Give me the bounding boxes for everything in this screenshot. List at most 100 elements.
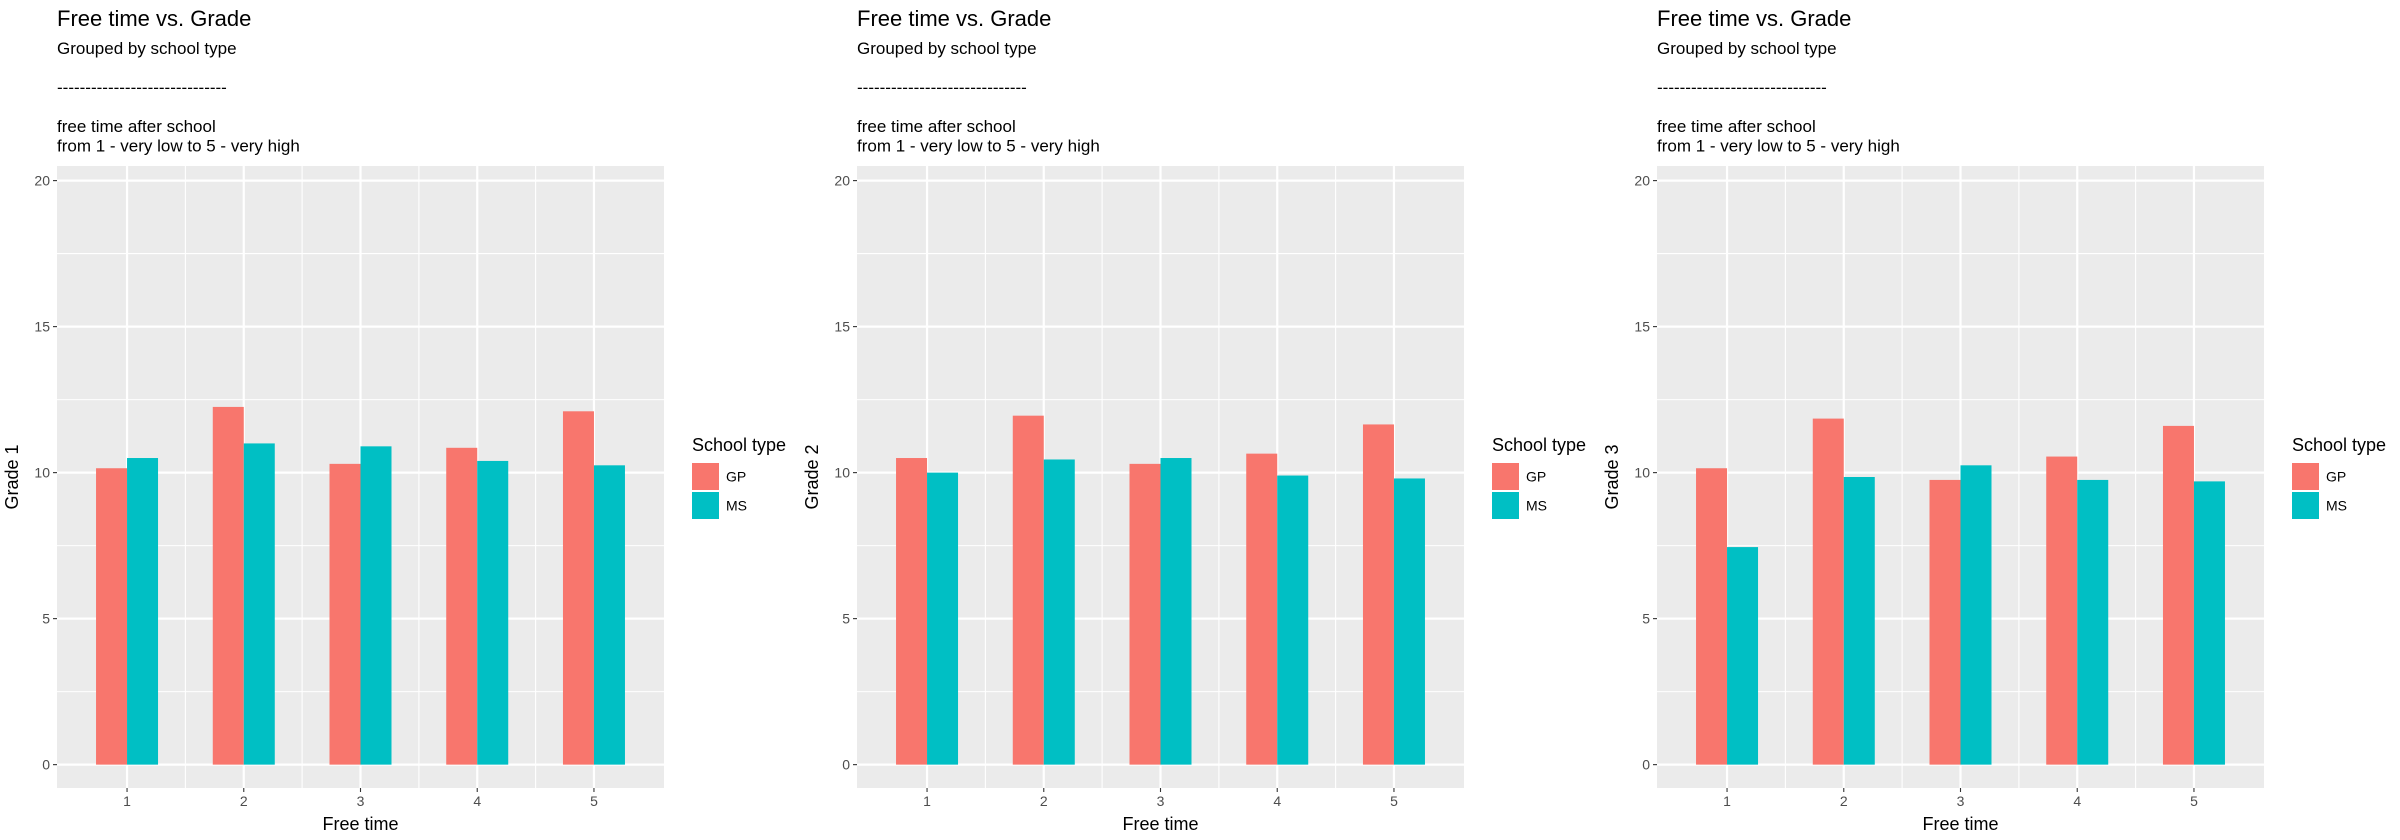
x-tick-label: 4	[2073, 793, 2081, 809]
y-axis-label: Grade 1	[2, 444, 22, 509]
bar-ms-1	[127, 458, 159, 765]
y-axis-label: Grade 2	[802, 444, 822, 509]
bar-gp-1	[896, 458, 928, 765]
y-tick-label: 10	[1634, 465, 1650, 481]
legend-key-ms	[1492, 492, 1519, 519]
bar-gp-5	[562, 411, 594, 765]
bar-ms-5	[2193, 481, 2225, 765]
y-tick-label: 20	[834, 173, 850, 189]
bar-gp-2	[1812, 418, 1844, 765]
y-tick-label: 0	[842, 757, 850, 773]
legend-title: School type	[1492, 435, 1586, 455]
legend-key-gp	[2292, 463, 2319, 490]
bar-ms-5	[593, 465, 625, 765]
chart-title: Free time vs. Grade	[857, 6, 1051, 31]
x-tick-label: 2	[1840, 793, 1848, 809]
y-tick-label: 5	[1642, 611, 1650, 627]
bar-ms-4	[477, 460, 509, 765]
legend-label-ms: MS	[2326, 498, 2347, 514]
bar-gp-3	[1129, 463, 1161, 765]
y-tick-label: 0	[42, 757, 50, 773]
bar-gp-3	[329, 463, 361, 765]
bar-gp-3	[1929, 479, 1961, 765]
chart-subtitle-line: ------------------------------	[57, 78, 227, 97]
legend-label-gp: GP	[1526, 469, 1546, 485]
bar-ms-1	[927, 472, 959, 765]
legend-title: School type	[692, 435, 786, 455]
x-tick-label: 5	[2190, 793, 2198, 809]
chart-subtitle-line: free time after school	[57, 117, 216, 136]
chart-subtitle-line: Grouped by school type	[57, 39, 237, 58]
chart-panel-2: Free time vs. Grade Grouped by school typ…	[800, 0, 1600, 840]
x-tick-label: 3	[1957, 793, 1965, 809]
y-tick-label: 10	[34, 465, 50, 481]
y-axis-label: Grade 3	[1602, 444, 1622, 509]
bar-gp-4	[1246, 453, 1278, 765]
chart-panel-1: Free time vs. Grade Grouped by school typ…	[0, 0, 800, 840]
chart-svg: Free time vs. Grade Grouped by school typ…	[2, 6, 786, 834]
chart-title: Free time vs. Grade	[57, 6, 251, 31]
chart-subtitle-line: Grouped by school type	[857, 39, 1037, 58]
x-tick-label: 1	[1723, 793, 1731, 809]
bar-ms-3	[1160, 458, 1192, 765]
x-tick-label: 4	[473, 793, 481, 809]
chart-subtitle-line: from 1 - very low to 5 - very high	[1657, 137, 1900, 156]
x-tick-label: 2	[1040, 793, 1048, 809]
bar-ms-2	[1843, 477, 1875, 765]
y-tick-label: 15	[34, 319, 50, 335]
chart-subtitle-line: ------------------------------	[1657, 78, 1827, 97]
y-tick-label: 10	[834, 465, 850, 481]
chart-subtitle-line: ------------------------------	[857, 78, 1027, 97]
x-tick-label: 2	[240, 793, 248, 809]
legend-key-gp	[692, 463, 719, 490]
y-tick-label: 0	[1642, 757, 1650, 773]
x-tick-label: 3	[1157, 793, 1165, 809]
y-tick-label: 5	[842, 611, 850, 627]
legend-title: School type	[2292, 435, 2386, 455]
bar-ms-3	[1960, 465, 1992, 765]
legend-label-ms: MS	[1526, 498, 1547, 514]
chart-subtitle-line: free time after school	[1657, 117, 1816, 136]
legend-label-gp: GP	[2326, 469, 2346, 485]
y-tick-label: 5	[42, 611, 50, 627]
chart-subtitle-line: Grouped by school type	[1657, 39, 1837, 58]
legend-key-gp	[1492, 463, 1519, 490]
y-tick-label: 15	[834, 319, 850, 335]
bar-ms-2	[1043, 459, 1075, 765]
x-tick-label: 3	[357, 793, 365, 809]
bar-gp-1	[96, 468, 128, 765]
y-tick-label: 15	[1634, 319, 1650, 335]
bar-gp-4	[2046, 456, 2078, 765]
x-axis-label: Free time	[1922, 814, 1998, 834]
y-tick-label: 20	[1634, 173, 1650, 189]
bar-gp-4	[446, 447, 478, 765]
legend-key-ms	[2292, 492, 2319, 519]
chart-subtitle-line: from 1 - very low to 5 - very high	[57, 137, 300, 156]
chart-panel-3: Free time vs. Grade Grouped by school typ…	[1600, 0, 2400, 840]
legend-key-ms	[692, 492, 719, 519]
x-axis-label: Free time	[1122, 814, 1198, 834]
bar-ms-4	[2077, 479, 2109, 765]
bar-ms-3	[360, 446, 392, 765]
bar-gp-2	[1012, 415, 1044, 765]
legend-label-gp: GP	[726, 469, 746, 485]
bar-gp-5	[2162, 425, 2194, 765]
legend-label-ms: MS	[726, 498, 747, 514]
chart-subtitle-line: from 1 - very low to 5 - very high	[857, 137, 1100, 156]
x-tick-label: 4	[1273, 793, 1281, 809]
x-axis-label: Free time	[322, 814, 398, 834]
x-tick-label: 1	[923, 793, 931, 809]
chart-title: Free time vs. Grade	[1657, 6, 1851, 31]
y-tick-label: 20	[34, 173, 50, 189]
bar-gp-1	[1696, 468, 1728, 765]
bar-ms-5	[1393, 478, 1425, 765]
x-tick-label: 5	[1390, 793, 1398, 809]
x-tick-label: 5	[590, 793, 598, 809]
bar-gp-5	[1362, 424, 1394, 765]
bar-gp-2	[212, 406, 244, 765]
bar-ms-4	[1277, 475, 1309, 765]
chart-svg: Free time vs. Grade Grouped by school typ…	[1602, 6, 2386, 834]
x-tick-label: 1	[123, 793, 131, 809]
bar-ms-2	[243, 443, 275, 765]
